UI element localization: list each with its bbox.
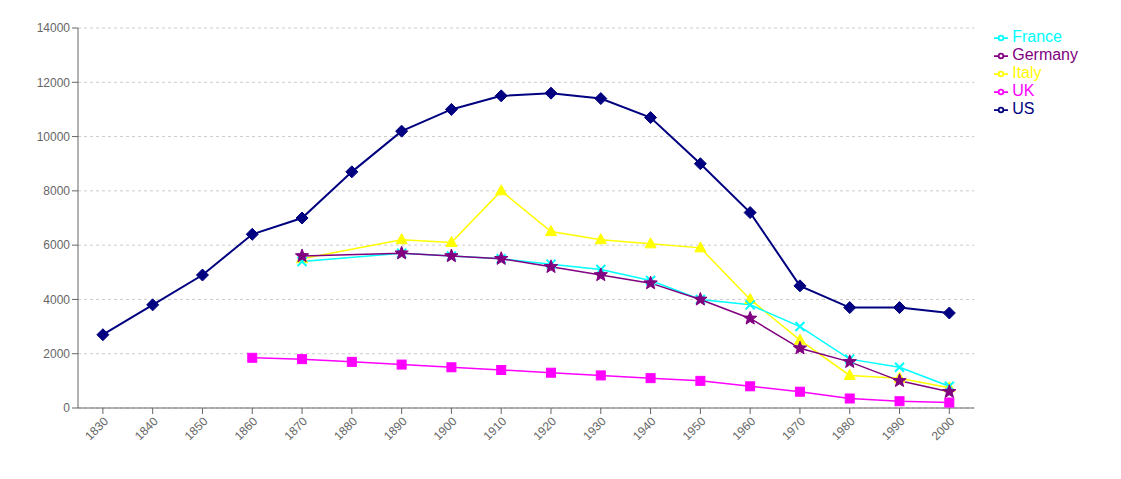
svg-text:0: 0	[63, 401, 70, 415]
svg-text:1900: 1900	[431, 414, 460, 443]
svg-text:6000: 6000	[43, 238, 70, 252]
svg-text:1830: 1830	[82, 414, 111, 443]
svg-text:2000: 2000	[929, 414, 958, 443]
svg-text:14000: 14000	[37, 21, 71, 35]
html-text:France: France	[1012, 28, 1062, 45]
svg-text:1930: 1930	[580, 414, 609, 443]
svg-text:1880: 1880	[331, 414, 360, 443]
html-text:UK: UK	[1012, 82, 1035, 99]
svg-text:1950: 1950	[680, 414, 709, 443]
svg-text:4000: 4000	[43, 293, 70, 307]
svg-text:1860: 1860	[232, 414, 261, 443]
html-text:Italy: Italy	[1012, 64, 1042, 81]
html-text:US: US	[1012, 100, 1035, 117]
svg-text:1920: 1920	[530, 414, 559, 443]
svg-text:1960: 1960	[730, 414, 759, 443]
svg-text:1970: 1970	[779, 414, 808, 443]
svg-text:1910: 1910	[481, 414, 510, 443]
svg-text:1870: 1870	[281, 414, 310, 443]
svg-text:1840: 1840	[132, 414, 161, 443]
svg-text:8000: 8000	[43, 184, 70, 198]
svg-text:12000: 12000	[37, 76, 71, 90]
svg-text:2000: 2000	[43, 347, 70, 361]
svg-text:1890: 1890	[381, 414, 410, 443]
svg-text:1990: 1990	[879, 414, 908, 443]
html-text:Germany: Germany	[1012, 46, 1078, 63]
svg-text:1850: 1850	[182, 414, 211, 443]
svg-text:1940: 1940	[630, 414, 659, 443]
svg-text:1980: 1980	[829, 414, 858, 443]
svg-text:10000: 10000	[37, 130, 71, 144]
